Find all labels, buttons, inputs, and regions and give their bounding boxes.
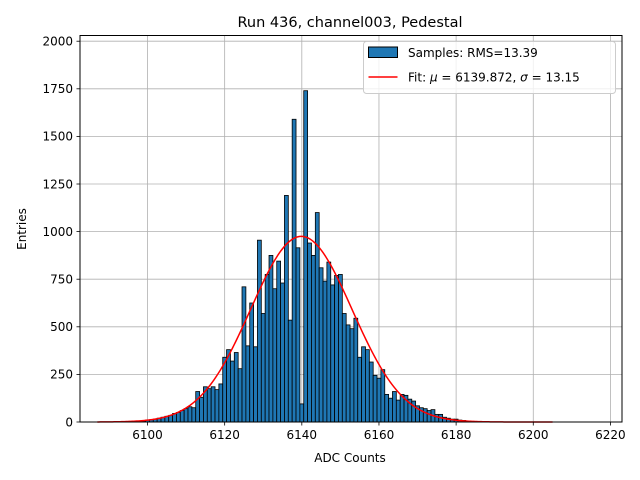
histogram-bar — [303, 90, 309, 423]
legend-fit-suffix: = 13.15 — [528, 71, 580, 85]
x-tick-label: 6180 — [441, 428, 472, 442]
histogram-bar — [338, 274, 343, 423]
histogram-bar — [353, 317, 359, 423]
histogram-bar — [345, 324, 351, 423]
legend-fit-mu-symbol: μ — [429, 71, 438, 85]
histogram-bar — [241, 286, 247, 423]
legend-fit-prefix: Fit: — [408, 71, 430, 85]
legend-box — [363, 41, 616, 94]
histogram-bar — [284, 195, 289, 423]
x-tick-label: 6200 — [518, 428, 549, 442]
y-tick-label: 1500 — [42, 130, 73, 144]
histogram-bar — [380, 369, 386, 423]
chart-title: Run 436, channel003, Pedestal — [237, 15, 462, 31]
histogram-bar — [210, 386, 216, 423]
histogram-bar — [218, 383, 224, 423]
histogram-bar — [334, 274, 339, 423]
histogram-bar — [322, 280, 328, 423]
histogram-bar — [226, 349, 231, 423]
histogram-bar — [372, 374, 378, 423]
histogram-bar — [361, 346, 366, 423]
histogram-bar — [183, 408, 189, 423]
histogram-bar — [376, 377, 382, 423]
histogram-bar — [426, 410, 432, 423]
histogram-bar — [260, 313, 266, 423]
histogram-bar — [257, 239, 262, 423]
y-axis-ticks: 0 250 500 750 1000 1250 1500 1750 2000 — [42, 35, 80, 429]
histogram-bar — [176, 412, 181, 423]
x-tick-label: 6120 — [209, 428, 240, 442]
histogram-bar — [214, 389, 220, 423]
legend: Samples: RMS=13.39 Fit: μ = 6139.872, σ … — [363, 41, 616, 94]
y-tick-label: 1750 — [42, 82, 73, 96]
y-tick-label: 500 — [50, 320, 73, 334]
histogram-bar — [395, 399, 401, 423]
histogram-bar — [330, 284, 336, 423]
plot-frame — [79, 35, 623, 423]
x-tick-label: 6160 — [364, 428, 395, 442]
histogram-bar — [249, 302, 254, 423]
histogram-bar — [318, 267, 324, 423]
y-tick-label: 2000 — [42, 35, 73, 49]
histogram-bar — [276, 260, 281, 423]
histogram-bar — [195, 391, 200, 423]
histogram-bar — [280, 282, 285, 423]
histogram-bar — [253, 346, 258, 423]
histogram-bar — [434, 413, 440, 423]
y-tick-label: 250 — [50, 368, 73, 382]
histogram-bar — [307, 242, 312, 423]
x-tick-label: 6140 — [287, 428, 318, 442]
histogram-bar — [287, 319, 293, 423]
histogram-bar — [264, 274, 270, 423]
histogram-bar — [349, 328, 355, 423]
histogram-bar — [230, 360, 235, 423]
histogram-bar — [384, 393, 390, 423]
y-tick-label: 1000 — [42, 225, 73, 239]
y-tick-label: 750 — [50, 273, 73, 287]
histogram-bar — [272, 288, 278, 423]
y-tick-label: 1250 — [42, 177, 73, 191]
histogram-bar — [388, 397, 393, 423]
histogram-bar — [191, 407, 197, 423]
histogram-bar — [326, 261, 332, 423]
y-tick-label: 0 — [65, 415, 73, 429]
legend-fit-mid: = 6139.872, — [438, 71, 521, 85]
legend-fit-sigma-symbol: σ — [520, 71, 528, 85]
histogram-bar — [357, 356, 363, 423]
histogram-bar — [179, 410, 185, 423]
histogram-bar — [422, 408, 428, 423]
legend-samples-swatch — [368, 46, 398, 58]
legend-samples-label: Samples: RMS=13.39 — [408, 46, 538, 60]
histogram-bar — [299, 403, 305, 423]
histogram-bar — [311, 255, 316, 423]
histogram-bar — [222, 356, 227, 423]
histogram-bar — [237, 368, 243, 423]
histogram-bar — [245, 345, 251, 423]
histogram-bar — [295, 247, 301, 423]
histogram-bar — [365, 349, 370, 423]
histogram-bar — [368, 361, 374, 423]
x-tick-label: 6220 — [595, 428, 626, 442]
histogram-bar — [341, 313, 347, 423]
legend-fit-label: Fit: μ = 6139.872, σ = 13.15 — [408, 71, 580, 85]
x-tick-label: 6100 — [132, 428, 163, 442]
histogram-bar — [268, 255, 274, 423]
histogram-bar — [206, 388, 212, 423]
histogram-bar — [187, 406, 193, 423]
x-axis-ticks: 6100 6120 6140 6160 6180 6200 6220 — [132, 422, 626, 442]
histogram-bar — [233, 352, 239, 423]
x-axis-label: ADC Counts — [314, 451, 386, 465]
histogram-bar — [199, 396, 204, 423]
histogram-bar — [392, 391, 397, 423]
y-axis-label: Entries — [15, 208, 29, 250]
histogram-bars — [141, 90, 478, 423]
histogram-bar — [291, 118, 297, 423]
